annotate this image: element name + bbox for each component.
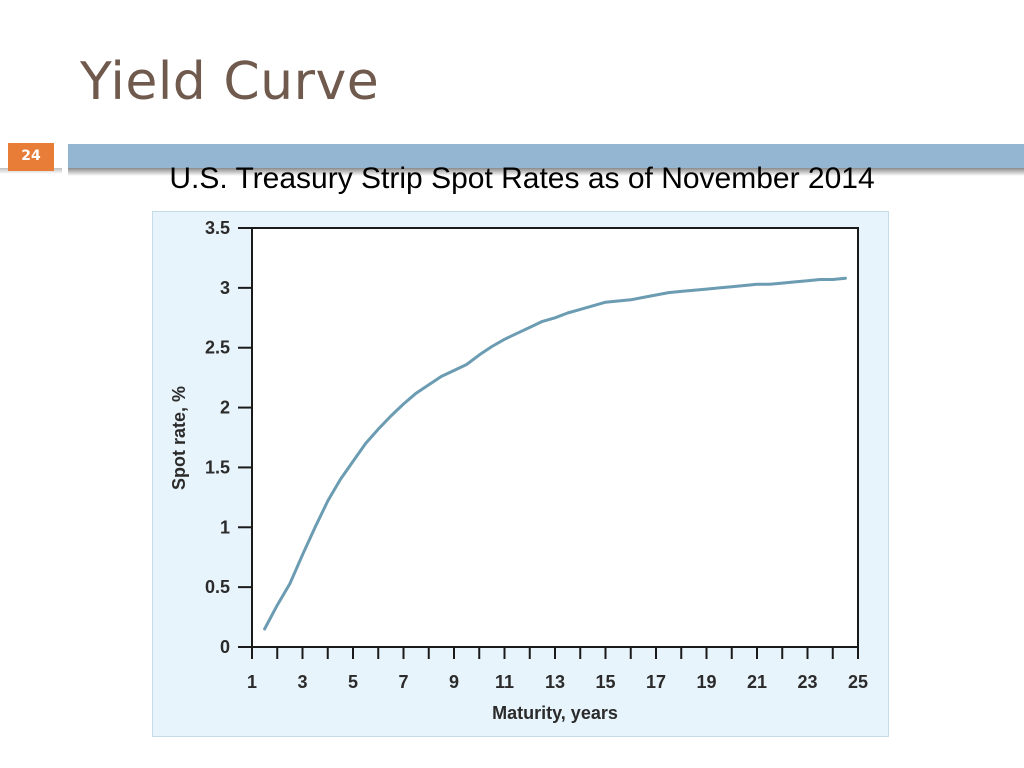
y-tick-label: 3.5 [205, 218, 230, 238]
x-tick-label: 11 [495, 672, 514, 692]
x-axis-label: Maturity, years [492, 703, 618, 723]
x-tick-label: 3 [297, 672, 307, 692]
x-tick-label: 5 [348, 672, 358, 692]
x-tick-label: 13 [545, 672, 565, 692]
y-tick-label: 2.5 [205, 338, 230, 358]
x-tick-label: 7 [398, 672, 408, 692]
page-number-badge: 24 [8, 143, 54, 171]
x-tick-label: 23 [797, 672, 817, 692]
y-tick-label: 0.5 [205, 577, 230, 597]
chart-title: U.S. Treasury Strip Spot Rates as of Nov… [169, 162, 875, 195]
x-tick-label: 25 [848, 672, 868, 692]
header-bar [68, 144, 1024, 168]
y-tick-label: 1 [220, 517, 230, 537]
header-bar-shadow [68, 168, 1024, 176]
x-tick-label: 1 [247, 672, 257, 692]
x-tick-label: 15 [595, 672, 615, 692]
x-tick-label: 21 [747, 672, 767, 692]
x-tick-label: 17 [646, 672, 666, 692]
x-tick-label: 19 [696, 672, 716, 692]
header-bar-left-shadow [0, 168, 62, 174]
plot-area [251, 227, 859, 648]
y-axis-label: Spot rate, % [169, 386, 189, 490]
slide-title: Yield Curve [80, 52, 380, 112]
y-tick-label: 0 [220, 637, 230, 657]
y-tick-label: 3 [220, 278, 230, 298]
y-tick-label: 2 [220, 398, 230, 418]
x-tick-label: 9 [449, 672, 459, 692]
y-tick-label: 1.5 [205, 457, 230, 477]
series-line [263, 276, 847, 631]
